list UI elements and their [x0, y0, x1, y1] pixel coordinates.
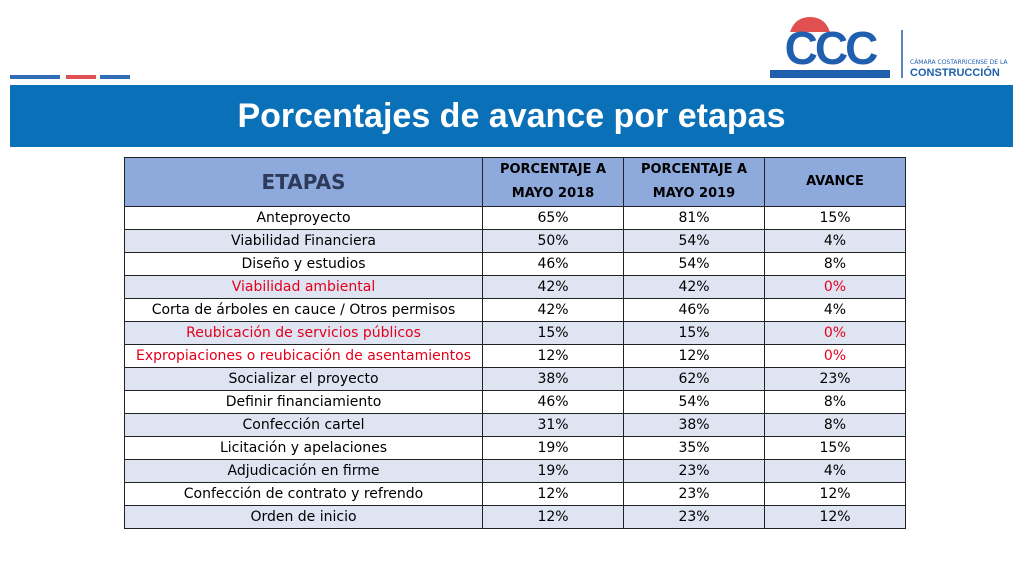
stage-cell: Definir financiamiento — [124, 390, 483, 414]
value-cell: 0% — [764, 275, 906, 299]
value-cell: 15% — [764, 436, 906, 460]
stage-cell: Confección cartel — [124, 413, 483, 437]
value-cell: 46% — [482, 390, 624, 414]
value-cell: 19% — [482, 459, 624, 483]
table: ETAPAS PORCENTAJE A MAYO 2018 PORCENTAJE A… — [124, 157, 906, 529]
stage-cell: Orden de inicio — [124, 505, 483, 529]
stage-cell: Socializar el proyecto — [124, 367, 483, 391]
table-row: Orden de inicio 12% 23% 12% — [124, 505, 906, 529]
value-cell: 81% — [623, 206, 765, 230]
value-cell: 62% — [623, 367, 765, 391]
stage-cell: Diseño y estudios — [124, 252, 483, 276]
value-cell: 8% — [764, 413, 906, 437]
value-cell: 0% — [764, 321, 906, 345]
table-row: Adjudicación en firme 19% 23% 4% — [124, 459, 906, 483]
value-cell: 65% — [482, 206, 624, 230]
value-cell: 12% — [482, 505, 624, 529]
value-cell: 4% — [764, 298, 906, 322]
value-cell: 12% — [623, 344, 765, 368]
value-cell: 4% — [764, 459, 906, 483]
decor-line — [100, 75, 130, 79]
value-cell: 42% — [482, 298, 624, 322]
logo: CCC CÁMARA COSTARRICENSE DE LA CONSTRUCC… — [770, 17, 1008, 79]
value-cell: 46% — [482, 252, 624, 276]
value-cell: 12% — [764, 505, 906, 529]
table-row: Viabilidad ambiental 42% 42% 0% — [124, 275, 906, 299]
helmet — [790, 17, 830, 32]
value-cell: 23% — [623, 505, 765, 529]
table-row: Reubicación de servicios públicos 15% 15% 0… — [124, 321, 906, 345]
value-cell: 23% — [623, 459, 765, 483]
value-cell: 19% — [482, 436, 624, 460]
value-cell: 0% — [764, 344, 906, 368]
value-cell: 12% — [764, 482, 906, 506]
value-cell: 42% — [482, 275, 624, 299]
column-header: PORCENTAJE A MAYO 2018 — [482, 157, 624, 207]
stage-cell: Adjudicación en firme — [124, 459, 483, 483]
stage-cell: Licitación y apelaciones — [124, 436, 483, 460]
value-cell: 38% — [623, 413, 765, 437]
table-row: Licitación y apelaciones 19% 35% 15% — [124, 436, 906, 460]
table-row: Expropiaciones o reubicación de asentami… — [124, 344, 906, 368]
decor-line — [10, 75, 60, 79]
table-row: Viabilidad Financiera 50% 54% 4% — [124, 229, 906, 253]
logo-line2: CONSTRUCCIÓN — [910, 66, 1000, 79]
stage-cell: Viabilidad Financiera — [124, 229, 483, 253]
stage-cell: Reubicación de servicios públicos — [124, 321, 483, 345]
header-row: ETAPAS PORCENTAJE A MAYO 2018 PORCENTAJE A… — [124, 157, 906, 207]
stage-cell: Expropiaciones o reubicación de asentami… — [124, 344, 483, 368]
table-row: Confección cartel 31% 38% 8% — [124, 413, 906, 437]
value-cell: 4% — [764, 229, 906, 253]
value-cell: 54% — [623, 390, 765, 414]
value-cell: 35% — [623, 436, 765, 460]
value-cell: 38% — [482, 367, 624, 391]
table-row: Diseño y estudios 46% 54% 8% — [124, 252, 906, 276]
value-cell: 31% — [482, 413, 624, 437]
column-header: AVANCE — [764, 157, 906, 207]
stage-cell: Viabilidad ambiental — [124, 275, 483, 299]
decor-line — [66, 75, 96, 79]
table-row: Definir financiamiento 46% 54% 8% — [124, 390, 906, 414]
value-cell: 8% — [764, 390, 906, 414]
value-cell: 23% — [764, 367, 906, 391]
value-cell: 15% — [623, 321, 765, 345]
stage-cell: Anteproyecto — [124, 206, 483, 230]
value-cell: 23% — [623, 482, 765, 506]
value-cell: 8% — [764, 252, 906, 276]
logo-line1: CÁMARA COSTARRICENSE DE LA — [910, 59, 1008, 66]
stage-cell: Confección de contrato y refrendo — [124, 482, 483, 506]
table-row: Corta de árboles en cauce / Otros permis… — [124, 298, 906, 322]
value-cell: 15% — [482, 321, 624, 345]
logo-base — [770, 70, 890, 78]
table-body: Anteproyecto 65% 81% 15% Viabilidad Financie… — [124, 206, 906, 529]
value-cell: 54% — [623, 252, 765, 276]
value-cell: 50% — [482, 229, 624, 253]
table-row: Socializar el proyecto 38% 62% 23% — [124, 367, 906, 391]
value-cell: 12% — [482, 344, 624, 368]
value-cell: 15% — [764, 206, 906, 230]
column-header: PORCENTAJE A MAYO 2019 — [623, 157, 765, 207]
stage-cell: Corta de árboles en cauce / Otros permis… — [124, 298, 483, 322]
table-row: Confección de contrato y refrendo 12% 23% 1… — [124, 482, 906, 506]
value-cell: 12% — [482, 482, 624, 506]
table-row: Anteproyecto 65% 81% 15% — [124, 206, 906, 230]
column-header: ETAPAS — [124, 157, 483, 207]
value-cell: 46% — [623, 298, 765, 322]
value-cell: 54% — [623, 229, 765, 253]
title: Porcentajes de avance por etapas — [10, 85, 1013, 147]
logo-mark: CCC — [785, 22, 877, 74]
value-cell: 42% — [623, 275, 765, 299]
